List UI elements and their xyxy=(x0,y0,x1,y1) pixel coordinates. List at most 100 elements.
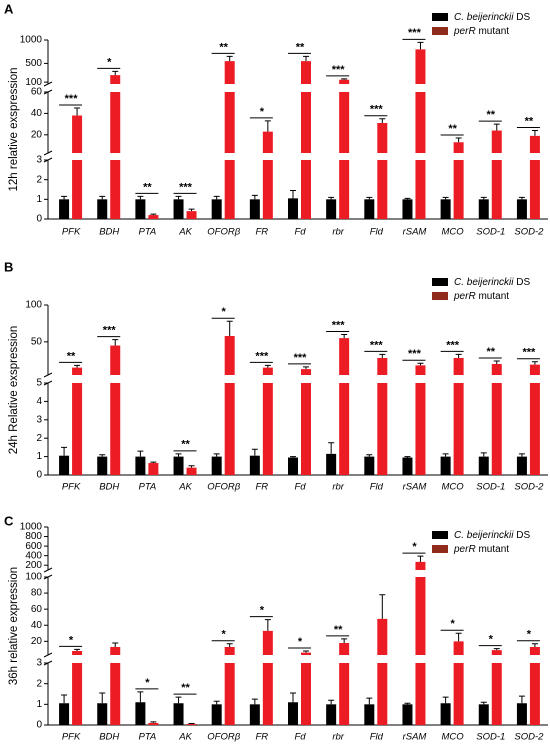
bar xyxy=(211,704,222,725)
error-bar xyxy=(493,360,500,364)
bar xyxy=(453,142,464,219)
bar xyxy=(148,215,159,219)
significance: *** xyxy=(370,339,384,351)
error-bar xyxy=(188,208,195,212)
x-tick-label: AK xyxy=(178,227,192,238)
y-tick-label: 60 xyxy=(31,87,43,98)
legend-label: perR mutant xyxy=(453,291,509,302)
error-bar xyxy=(518,695,525,704)
bar xyxy=(59,455,70,475)
significance: *** xyxy=(408,27,422,39)
bar xyxy=(529,364,540,475)
bar xyxy=(288,702,298,725)
significance: *** xyxy=(294,352,308,364)
error-bar xyxy=(74,107,81,116)
y-tick-label: 1000 xyxy=(20,522,43,533)
error-bar xyxy=(328,196,335,200)
bar xyxy=(491,650,502,725)
x-tick-label: BDH xyxy=(99,482,119,493)
error-bar xyxy=(112,339,119,346)
error-bar xyxy=(404,456,411,458)
error-bar xyxy=(213,195,220,200)
significance: *** xyxy=(408,348,422,360)
x-tick-label: PTA xyxy=(138,732,156,743)
significance: * xyxy=(107,56,112,68)
error-bar xyxy=(150,213,157,216)
error-bar xyxy=(366,196,373,200)
y-axis-label: 12h relative exspression xyxy=(8,67,20,191)
y-tick-label: 40 xyxy=(31,108,43,119)
bar xyxy=(339,79,350,219)
error-bar xyxy=(226,320,233,336)
x-tick-label: MCO xyxy=(442,227,465,238)
x-tick-label: rbr xyxy=(332,732,344,743)
y-tick-label: 0 xyxy=(36,214,42,225)
y-tick-label: 1 xyxy=(36,451,42,462)
significance: *** xyxy=(332,64,346,76)
legend-swatch xyxy=(432,13,448,21)
bar xyxy=(529,135,540,219)
y-tick-label: 50 xyxy=(31,336,43,347)
bar xyxy=(301,369,311,475)
significance: ** xyxy=(67,350,76,362)
error-bar xyxy=(150,721,157,723)
significance: ** xyxy=(296,41,305,53)
error-bar xyxy=(137,450,144,457)
x-tick-label: rSAM xyxy=(403,732,427,743)
bar xyxy=(224,61,235,220)
legend-swatch xyxy=(432,278,448,286)
error-bar xyxy=(290,456,296,458)
bar xyxy=(148,463,159,475)
bar xyxy=(415,365,426,475)
x-tick-label: PTA xyxy=(138,482,156,493)
bar xyxy=(402,199,413,219)
y-tick-label: 40 xyxy=(31,620,43,631)
bar xyxy=(135,199,146,219)
error-bar xyxy=(379,353,386,359)
y-tick-label: 1000 xyxy=(20,35,43,46)
error-bar xyxy=(404,702,411,705)
bar xyxy=(148,722,159,725)
y-tick-label: 3 xyxy=(36,155,42,166)
error-bar xyxy=(531,130,538,136)
significance: ** xyxy=(525,115,534,127)
bar xyxy=(440,703,451,725)
bar xyxy=(224,335,235,475)
error-bar xyxy=(74,364,81,368)
bar xyxy=(516,456,527,475)
bar xyxy=(377,618,388,725)
significance: * xyxy=(145,677,150,689)
error-bar xyxy=(442,696,449,704)
bar xyxy=(186,467,197,475)
legend-label: C. beijerinckii DS xyxy=(454,530,530,541)
x-tick-label: rSAM xyxy=(403,482,427,493)
panel-label: C xyxy=(4,513,14,528)
bar xyxy=(491,130,502,219)
bar xyxy=(326,453,337,475)
bar xyxy=(339,338,350,475)
bar xyxy=(364,704,375,725)
error-bar xyxy=(213,453,220,457)
error-bar xyxy=(251,698,258,705)
error-bar xyxy=(112,70,119,76)
bar xyxy=(288,198,298,219)
bar xyxy=(339,642,350,725)
bar xyxy=(262,630,273,725)
x-tick-label: SOD-2 xyxy=(514,227,544,238)
error-bar xyxy=(455,632,462,642)
x-tick-label: SOD-2 xyxy=(514,482,544,493)
x-tick-label: OFORβ xyxy=(207,227,240,238)
bar xyxy=(173,199,184,219)
significance: *** xyxy=(332,319,346,331)
significance: ** xyxy=(334,624,343,636)
x-tick-label: SOD-1 xyxy=(476,732,505,743)
significance: *** xyxy=(103,325,117,337)
error-bar xyxy=(213,700,220,705)
bar xyxy=(72,115,83,219)
bar xyxy=(301,652,311,725)
bar xyxy=(516,703,527,725)
significance: * xyxy=(260,106,265,118)
error-bar xyxy=(61,195,68,200)
bar xyxy=(516,199,527,219)
